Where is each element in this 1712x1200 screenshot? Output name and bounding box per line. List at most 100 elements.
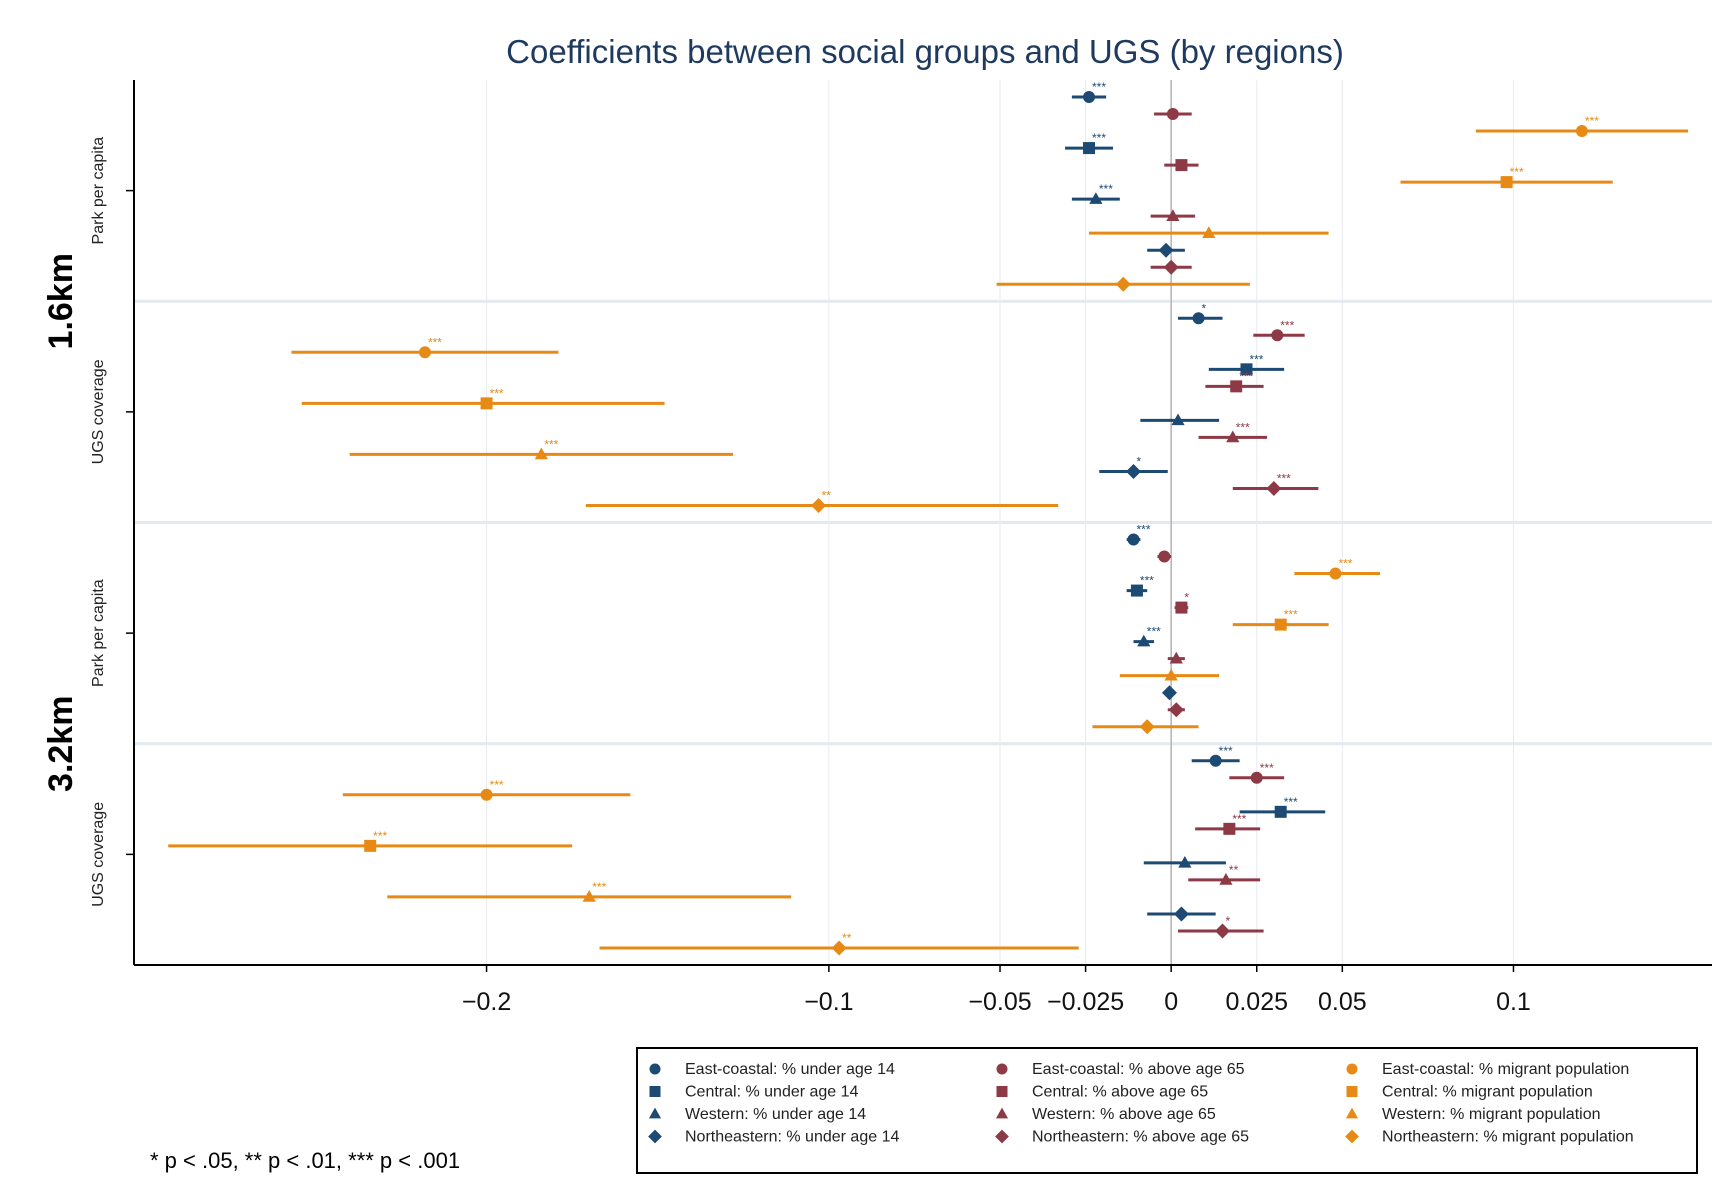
east-coastal-migrant-population-significance-label: *** <box>428 335 442 349</box>
central-under-age-14-significance-label: *** <box>1284 795 1298 809</box>
grid-layer <box>134 80 1712 965</box>
northeastern-above-age-65-point-marker <box>1168 702 1184 718</box>
northeastern-migrant-population-point-marker <box>1139 719 1155 735</box>
group-label-ugs-coverage: UGS coverage <box>90 802 107 907</box>
legend-entry: Northeastern: % under age 14 <box>685 1129 899 1146</box>
western-above-age-65-point-marker <box>1219 873 1233 885</box>
east-coastal-migrant-population-significance-label: *** <box>490 778 504 792</box>
western-migrant-population-point-marker <box>1202 226 1216 238</box>
panel-label-1-6km: 1.6km <box>42 253 80 349</box>
central-migrant-population-significance-label: *** <box>1284 608 1298 622</box>
east-coastal-under-age-14-point-marker <box>1209 754 1222 767</box>
central-above-age-65-significance-label: *** <box>1239 369 1253 383</box>
northeastern-migrant-population-point-marker <box>831 940 847 956</box>
western-under-age-14-point-marker <box>1171 413 1185 426</box>
east-coastal-above-age-65-point-marker <box>1166 108 1179 121</box>
legend-marker-central-above-age-65 <box>996 1086 1008 1097</box>
east-coastal-migrant-population-point-marker <box>1575 125 1588 138</box>
legend-marker-western-above-age-65 <box>995 1107 1009 1119</box>
x-tick-label: −0.1 <box>804 988 853 1016</box>
axes-layer: −0.2 −0.1 −0.05 −0.025 0 0.025 0.05 0.1 1.6km Par… <box>42 80 1712 1016</box>
western-under-age-14-point-marker <box>1089 192 1103 204</box>
east-coastal-migrant-population-point-marker <box>480 788 493 801</box>
northeastern-under-age-14-point-marker <box>1158 242 1174 258</box>
east-coastal-above-age-65-point-marker <box>1158 550 1171 563</box>
central-migrant-population-significance-label: *** <box>490 386 504 400</box>
central-under-age-14-point-marker <box>1240 363 1253 376</box>
northeastern-above-age-65-point-marker <box>1215 923 1231 939</box>
legend-entry: Western: % migrant population <box>1382 1106 1600 1123</box>
legend-entry: Western: % under age 14 <box>685 1106 866 1123</box>
legend-marker-east-coastal-migrant-population <box>1346 1063 1358 1075</box>
western-under-age-14-point-marker <box>1178 855 1192 868</box>
northeastern-migrant-population-point-marker <box>811 497 827 513</box>
east-coastal-above-age-65-significance-label: *** <box>1260 761 1274 775</box>
western-above-age-65-significance-label: *** <box>1236 420 1250 434</box>
central-migrant-population-point-marker <box>364 839 377 852</box>
central-under-age-14-point-marker <box>1083 142 1096 155</box>
x-tick-label: 0.05 <box>1318 988 1367 1016</box>
marks-layer: ****************************************… <box>168 80 1689 956</box>
significance-note: * p < .05, ** p < .01, *** p < .001 <box>150 1148 460 1173</box>
western-above-age-65-point-marker <box>1166 209 1180 221</box>
northeastern-migrant-population-significance-label: ** <box>822 488 832 502</box>
central-migrant-population-significance-label: *** <box>1510 165 1524 179</box>
legend-marker-northeastern-under-age-14 <box>648 1129 662 1144</box>
western-above-age-65-significance-label: ** <box>1229 863 1239 877</box>
legend-marker-northeastern-above-age-65 <box>995 1129 1009 1144</box>
western-under-age-14-significance-label: *** <box>1147 625 1161 639</box>
central-migrant-population-point-marker <box>480 397 493 410</box>
northeastern-above-age-65-point-marker <box>1163 259 1179 275</box>
central-above-age-65-point-marker <box>1175 159 1188 172</box>
x-tick-label: 0.025 <box>1225 988 1288 1016</box>
legend-marker-western-migrant-population <box>1345 1107 1359 1119</box>
east-coastal-under-age-14-significance-label: * <box>1202 301 1207 315</box>
central-under-age-14-significance-label: *** <box>1249 352 1263 366</box>
northeastern-above-age-65-significance-label: *** <box>1277 471 1291 485</box>
western-above-age-65-point-marker <box>1226 430 1240 443</box>
legend-marker-northeastern-migrant-population <box>1345 1129 1359 1144</box>
northeastern-above-age-65-significance-label: * <box>1226 914 1231 928</box>
east-coastal-under-age-14-significance-label: *** <box>1092 80 1106 94</box>
northeastern-above-age-65-point-marker <box>1266 480 1282 496</box>
east-coastal-under-age-14-point-marker <box>1192 312 1205 325</box>
central-under-age-14-point-marker <box>1274 805 1287 818</box>
east-coastal-under-age-14-point-marker <box>1083 91 1096 104</box>
western-migrant-population-point-marker <box>534 447 548 460</box>
legend-entry: Western: % above age 65 <box>1032 1106 1216 1123</box>
legend-entry: Central: % above age 65 <box>1032 1084 1208 1101</box>
western-migrant-population-significance-label: *** <box>544 437 558 451</box>
east-coastal-under-age-14-significance-label: *** <box>1219 744 1233 758</box>
legend-entry: East-coastal: % above age 65 <box>1032 1061 1245 1078</box>
central-above-age-65-significance-label: * <box>1184 591 1189 605</box>
east-coastal-migrant-population-significance-label: *** <box>1338 557 1352 571</box>
east-coastal-under-age-14-point-marker <box>1127 533 1140 546</box>
central-migrant-population-point-marker <box>1274 618 1287 631</box>
chart-title: Coefficients between social groups and U… <box>506 33 1344 70</box>
legend: East-coastal: % under age 14 Central: % u… <box>636 1047 1698 1174</box>
x-tick-label: 0.1 <box>1496 988 1531 1016</box>
x-tick-label: −0.2 <box>462 988 511 1016</box>
legend-entry: East-coastal: % under age 14 <box>685 1061 895 1078</box>
western-above-age-65-point-marker <box>1169 651 1183 664</box>
central-under-age-14-significance-label: *** <box>1140 574 1154 588</box>
legend-entry: East-coastal: % migrant population <box>1382 1061 1629 1078</box>
group-label-ugs-coverage: UGS coverage <box>90 359 107 464</box>
central-above-age-65-point-marker <box>1175 601 1188 614</box>
western-under-age-14-point-marker <box>1137 634 1151 647</box>
western-under-age-14-significance-label: *** <box>1099 182 1113 196</box>
legend-box <box>636 1047 1698 1174</box>
legend-entry: Central: % under age 14 <box>685 1084 859 1101</box>
east-coastal-migrant-population-point-marker <box>1329 567 1342 580</box>
northeastern-under-age-14-point-marker <box>1126 463 1142 479</box>
central-under-age-14-point-marker <box>1130 584 1143 597</box>
east-coastal-migrant-population-significance-label: *** <box>1585 114 1599 128</box>
northeastern-under-age-14-point-marker <box>1161 685 1177 701</box>
group-label-park-per-capita: Park per capita <box>90 579 107 687</box>
legend-marker-central-under-age-14 <box>649 1086 661 1097</box>
western-migrant-population-point-marker <box>1164 668 1178 681</box>
east-coastal-above-age-65-point-marker <box>1271 329 1284 342</box>
x-tick-label: −0.05 <box>968 988 1031 1016</box>
panel-label-3-2km: 3.2km <box>42 696 80 792</box>
